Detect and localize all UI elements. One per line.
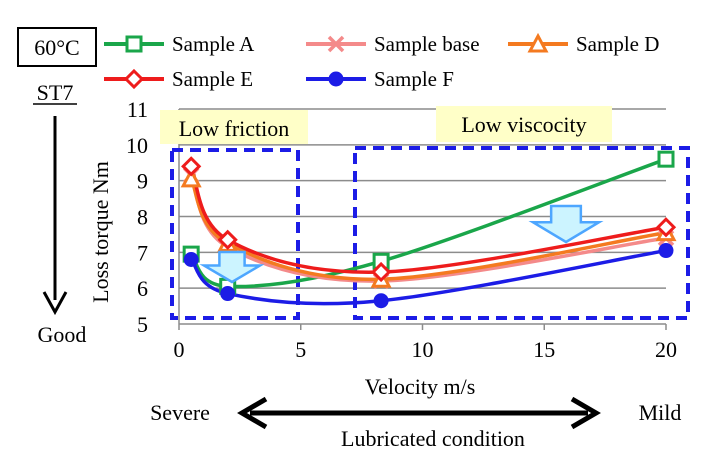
y-tick-label: 8: [137, 205, 148, 230]
sample-f-point: [220, 286, 236, 302]
low-viscosity-label-bg: [436, 106, 612, 142]
y-axis-title: Loss torque Nm: [88, 161, 113, 303]
sample-f-point: [373, 293, 389, 309]
sample-e-line: [189, 165, 667, 274]
mild-label: Mild: [639, 400, 682, 425]
legend-sample-f-label: Sample F: [374, 67, 454, 91]
x-tick-label: 5: [295, 337, 306, 362]
tick-labels: 5 6 7 8 9 10 11 0 5 10 15 20: [126, 97, 677, 362]
legend-sample-base-marker-stroke: [327, 35, 345, 53]
condition-arrowhead-right: [570, 396, 601, 430]
sample-f-point: [183, 252, 199, 267]
x-axis-title: Velocity m/s: [365, 374, 476, 399]
condition-arrowhead-left: [237, 396, 268, 430]
low-viscosity-label: Low viscocity: [461, 112, 586, 137]
sample-e-point: [181, 156, 202, 177]
sample-f-point: [658, 243, 674, 259]
x-tick-label: 20: [655, 337, 677, 362]
y-tick-label: 11: [127, 97, 148, 122]
y-tick-label: 9: [137, 169, 148, 194]
low-friction-region: [170, 148, 300, 320]
low-friction-label: Low friction: [179, 116, 290, 141]
legend-sample-f-marker: [328, 71, 344, 87]
axes: [178, 109, 667, 330]
y-tick-label: 5: [137, 312, 148, 337]
good-direction-arrowhead: [42, 291, 68, 316]
lubricated-condition-label: Lubricated condition: [341, 426, 525, 451]
legend-sample-a-label: Sample A: [172, 32, 255, 56]
x-tick-label: 10: [412, 337, 434, 362]
improvement-arrows: [199, 204, 604, 284]
sample-d-point: [180, 167, 202, 188]
severe-label: Severe: [150, 400, 210, 425]
sample-e-point: [655, 217, 677, 238]
legend-sample-e-marker: [123, 68, 145, 90]
legend-sample-a-marker: [125, 35, 143, 53]
low-friction-improvement-arrow: [199, 250, 265, 284]
y-tick-label: 10: [126, 133, 148, 158]
low-viscosity-region: [353, 146, 690, 320]
legend-sample-d-label: Sample D: [576, 32, 659, 56]
sample-a-point: [657, 150, 675, 168]
y-tick-label: 7: [137, 240, 148, 265]
legend-sample-base-marker: [327, 35, 345, 53]
highlight-regions: [170, 146, 690, 320]
y-tick-label: 6: [137, 276, 148, 301]
sample-d-line: [189, 178, 667, 281]
sample-a-line: [189, 157, 667, 289]
sample-f-line: [189, 248, 667, 306]
series-lines: [189, 157, 667, 306]
temperature-badge: [17, 27, 97, 67]
series-markers: [180, 150, 677, 309]
low-friction-label-bg: [160, 110, 308, 144]
legend: Sample A Sample base Sample D Sample E Sampl…: [104, 32, 659, 91]
x-tick-label: 15: [533, 337, 555, 362]
temperature-label: 60°C: [34, 35, 79, 60]
legend-sample-base-label: Sample base: [374, 32, 480, 56]
legend-sample-d-marker: [527, 32, 549, 53]
legend-sample-e-label: Sample E: [172, 67, 253, 91]
x-tick-label: 0: [174, 337, 185, 362]
steel-label: ST7: [37, 80, 74, 105]
good-label: Good: [38, 322, 87, 347]
sample-e-point: [217, 229, 238, 250]
sample-e-point: [370, 261, 392, 283]
low-viscosity-improvement-arrow: [528, 204, 604, 244]
